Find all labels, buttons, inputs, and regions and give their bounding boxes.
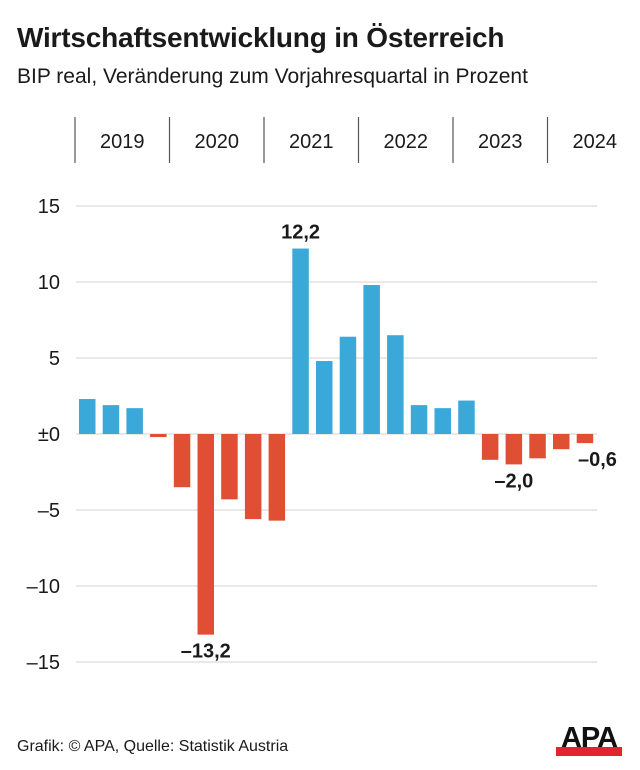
bar (173, 434, 191, 488)
data-labels: –13,2 12,2 –2,0 –0,6 (181, 222, 617, 663)
year-label: 2024 (573, 131, 618, 153)
bar (197, 434, 214, 635)
bar (458, 400, 475, 434)
bar (244, 434, 262, 520)
bars (79, 248, 594, 635)
y-tick-label: 5 (49, 348, 60, 370)
bar (363, 285, 380, 434)
data-label: 12,2 (281, 222, 320, 244)
bar (268, 434, 286, 521)
bar (316, 361, 333, 434)
bar-chart: 2019 2020 2021 2022 2023 2024 15 10 5 ±0 –5 –10 –15… (27, 117, 618, 674)
y-tick-label: –15 (27, 652, 60, 674)
y-tick-label: 10 (38, 272, 60, 294)
data-label: –13,2 (181, 641, 231, 663)
y-tick-label: 15 (38, 196, 60, 218)
year-label: 2022 (384, 131, 429, 153)
bar (126, 408, 143, 434)
y-tick-label: –5 (38, 500, 60, 522)
year-label: 2021 (289, 131, 334, 153)
bar (339, 336, 357, 434)
data-label: –0,6 (578, 449, 617, 471)
apa-logo: APA (556, 722, 622, 756)
chart-title: Wirtschaftsentwicklung in Österreich (17, 22, 505, 53)
bar (150, 434, 167, 438)
bar (387, 335, 404, 434)
bar (481, 434, 499, 460)
bar (410, 405, 428, 434)
apa-logo-bar (556, 747, 622, 756)
data-label: –2,0 (494, 470, 533, 492)
bar (102, 405, 120, 434)
chart-subtitle: BIP real, Veränderung zum Vorjahresquart… (17, 65, 528, 88)
y-tick-label: –10 (27, 576, 60, 598)
bar (529, 434, 546, 459)
year-label: 2023 (478, 131, 523, 153)
bar (553, 434, 570, 450)
bar (221, 434, 238, 500)
y-axis: 15 10 5 ±0 –5 –10 –15 (27, 196, 60, 674)
year-label: 2019 (100, 131, 145, 153)
bar (434, 408, 451, 434)
bar (505, 434, 523, 465)
y-tick-label: ±0 (38, 424, 60, 446)
source-credit: Grafik: © APA, Quelle: Statistik Austria (17, 738, 289, 755)
bar (292, 248, 309, 434)
bar (79, 399, 96, 434)
year-header: 2019 2020 2021 2022 2023 2024 (74, 117, 618, 163)
bar (576, 434, 594, 444)
year-label: 2020 (195, 131, 240, 153)
